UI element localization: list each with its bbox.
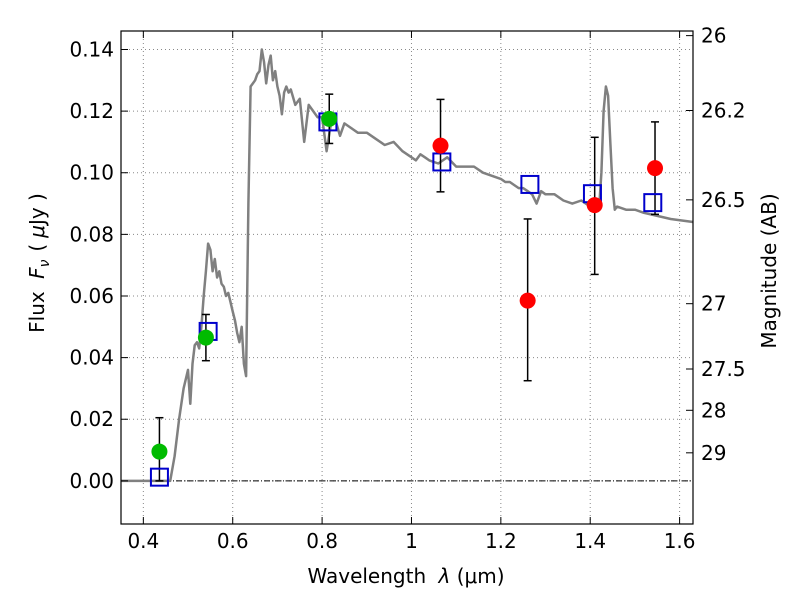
error-bars [155,93,660,482]
x-tick-label: 0.6 [217,529,249,553]
data-point [151,443,168,460]
x-axis-label-unit: (μm) [457,564,505,588]
x-axis-label: Wavelength λ (μm) [307,564,504,588]
model-photometry-boxes [149,112,663,487]
model-spectrum [121,48,694,483]
data-point [586,197,603,214]
data-point [197,329,214,346]
x-axis-label-text: Wavelength [307,564,426,588]
y-tick-label: 0.02 [69,407,114,431]
magnitude-tick-label: 28 [701,398,726,422]
y-tick-label: 0.10 [69,161,114,185]
x-tick-label: 1.6 [664,529,696,553]
y-tick-label: 0.08 [69,222,114,246]
y-axis-label-subscript: ν [37,259,53,267]
data-point [432,137,449,154]
x-axis-label-symbol: λ [438,564,451,588]
y-axis-label-unit-open: ( [25,244,49,252]
grid-lines [121,31,693,524]
y-axis-label-text: Flux [25,291,49,333]
magnitude-tick-label: 27 [701,292,726,316]
x-tick-label: 1 [405,529,418,553]
y-axis-label-unit-rest: Jy ) [25,193,49,227]
magnitude-axis-label: Magnitude (AB) [757,193,781,348]
y-tick-label: 0.06 [69,284,114,308]
y-tick-label: 0.00 [69,469,114,493]
model-box-marker [149,467,169,487]
y-tick-label: 0.14 [69,37,114,61]
model-spectrum-line [121,48,694,483]
x-tick-label: 0.8 [306,529,338,553]
y-axis-label: Flux Fν ( μJy ) [25,193,53,333]
data-point [519,292,536,309]
y-axis-label-symbol: F [25,267,49,279]
y-axis-label-unit-mu: μ [25,225,49,239]
observed-photometry-points [151,110,664,460]
magnitude-tick-label: 26 [701,24,726,48]
magnitude-tick-label: 26.2 [701,98,746,122]
model-box-marker [643,193,663,213]
model-box-marker [520,174,540,194]
x-tick-label: 1.2 [485,529,517,553]
x-tick-label: 1.4 [574,529,606,553]
data-point [321,110,338,127]
x-tick-label: 0.4 [127,529,159,553]
y-tick-label: 0.04 [69,346,114,370]
magnitude-tick-label: 26.5 [701,188,746,212]
axis-ticks: 0.4 0.6 0.8 1 1.2 1.4 1.6 0.00 0.02 0.04 0.06 0.08 0… [69,24,745,553]
magnitude-tick-label: 27.5 [701,357,746,381]
data-point [647,160,664,177]
plot-frame [120,30,694,525]
magnitude-tick-label: 29 [701,441,726,465]
y-tick-label: 0.12 [69,99,114,123]
